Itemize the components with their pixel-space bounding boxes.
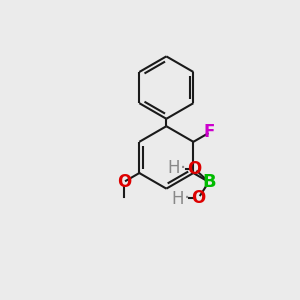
Text: ·: ·: [180, 159, 186, 178]
Text: F: F: [204, 124, 215, 142]
Text: ·: ·: [184, 189, 190, 208]
Text: O: O: [188, 160, 202, 178]
Text: H: H: [167, 159, 180, 177]
Text: O: O: [117, 173, 131, 191]
Text: H: H: [171, 190, 184, 208]
Text: O: O: [191, 189, 206, 207]
Text: B: B: [202, 173, 216, 191]
